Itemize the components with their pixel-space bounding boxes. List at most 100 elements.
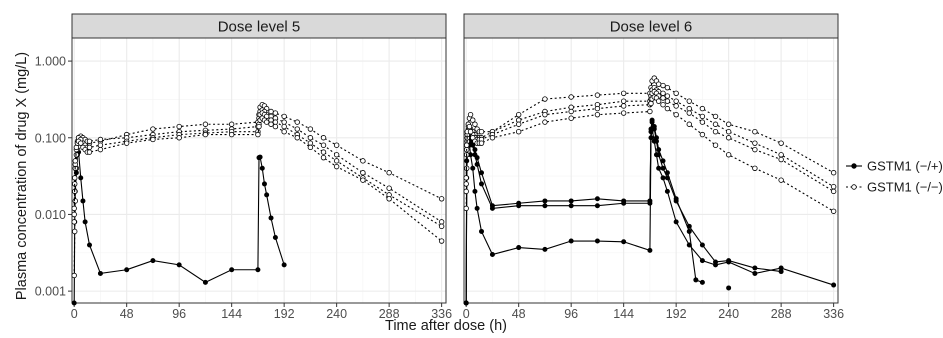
data-point bbox=[229, 267, 235, 273]
data-point bbox=[386, 185, 392, 191]
x-tick-label: 240 bbox=[718, 307, 739, 321]
data-point bbox=[664, 105, 671, 112]
y-tick-label: 0.010 bbox=[35, 208, 66, 222]
data-point bbox=[256, 123, 262, 130]
data-point bbox=[386, 170, 392, 176]
data-point bbox=[466, 123, 473, 130]
legend-label: GSTM1 (−/+) bbox=[867, 159, 943, 174]
x-tick-label: 288 bbox=[379, 307, 400, 321]
data-point bbox=[778, 177, 784, 183]
data-point bbox=[72, 158, 78, 164]
panel-2: Dose level 6 0 48 96 144 192 240 288 336 bbox=[463, 13, 844, 321]
data-point bbox=[478, 140, 485, 146]
data-point bbox=[386, 196, 392, 202]
data-point bbox=[725, 128, 732, 135]
data-point bbox=[87, 242, 93, 248]
data-point bbox=[673, 196, 679, 202]
data-point bbox=[542, 96, 548, 102]
data-point bbox=[686, 105, 692, 112]
data-point bbox=[71, 219, 77, 225]
x-tick-label: 0 bbox=[463, 307, 470, 321]
data-point bbox=[673, 98, 679, 104]
data-point bbox=[664, 170, 670, 176]
data-point bbox=[281, 123, 287, 130]
data-point bbox=[72, 228, 78, 235]
data-point bbox=[568, 198, 574, 204]
legend: GSTM1 (−/+) GSTM1 (−/−) bbox=[846, 159, 943, 195]
data-point bbox=[699, 113, 706, 120]
panel-border bbox=[71, 37, 447, 304]
data-point bbox=[294, 135, 300, 141]
data-point bbox=[264, 192, 270, 198]
data-point bbox=[333, 142, 340, 148]
data-point bbox=[176, 123, 182, 130]
data-point bbox=[255, 267, 261, 273]
data-point bbox=[516, 200, 522, 206]
data-point bbox=[712, 121, 719, 127]
data-point bbox=[463, 181, 469, 187]
data-point bbox=[97, 136, 104, 143]
data-point bbox=[124, 267, 130, 273]
data-point bbox=[202, 279, 208, 285]
data-point bbox=[647, 108, 653, 115]
data-point bbox=[594, 203, 600, 209]
data-point bbox=[259, 165, 265, 171]
panel-strip bbox=[71, 13, 447, 39]
data-point bbox=[86, 149, 93, 155]
data-point bbox=[438, 196, 445, 202]
data-point bbox=[713, 259, 719, 265]
x-tick-label: 96 bbox=[172, 307, 186, 321]
data-point bbox=[515, 121, 522, 127]
data-point bbox=[656, 147, 662, 153]
data-point bbox=[653, 135, 659, 141]
data-point bbox=[752, 270, 758, 276]
data-point bbox=[660, 90, 666, 96]
panel-title: Dose level 6 bbox=[610, 19, 693, 36]
data-point bbox=[686, 110, 692, 116]
data-point bbox=[752, 265, 758, 271]
data-point bbox=[438, 219, 445, 225]
data-point bbox=[620, 110, 627, 116]
data-point bbox=[830, 208, 837, 214]
data-point bbox=[463, 205, 469, 212]
data-point bbox=[263, 119, 270, 125]
data-point bbox=[621, 239, 627, 245]
data-point bbox=[515, 111, 522, 118]
series-gstm1-null bbox=[463, 94, 837, 214]
x-tick-label: 0 bbox=[71, 307, 78, 321]
series-line bbox=[465, 119, 703, 304]
data-point bbox=[752, 128, 758, 135]
data-point bbox=[463, 188, 469, 195]
data-point bbox=[699, 279, 705, 285]
data-point bbox=[673, 219, 679, 225]
x-axis-title: Time after dose (h) bbox=[385, 318, 507, 334]
panel-border bbox=[463, 37, 839, 304]
data-point bbox=[333, 158, 340, 164]
data-point bbox=[752, 140, 758, 146]
data-point bbox=[463, 300, 469, 306]
data-point bbox=[463, 175, 469, 181]
series-gstm1-carrier bbox=[726, 285, 732, 291]
data-point bbox=[830, 184, 837, 190]
data-point bbox=[778, 152, 784, 158]
data-point bbox=[621, 198, 627, 204]
data-point bbox=[307, 126, 314, 132]
data-point bbox=[97, 270, 103, 276]
data-point bbox=[648, 100, 654, 107]
data-point bbox=[71, 211, 77, 218]
data-point bbox=[72, 175, 78, 181]
series-gstm1-carrier bbox=[463, 117, 705, 306]
data-point bbox=[542, 246, 548, 252]
y-tick-label: 0.001 bbox=[35, 285, 66, 299]
x-tick-label: 144 bbox=[221, 307, 242, 321]
data-point bbox=[752, 165, 758, 171]
data-point bbox=[97, 142, 104, 148]
data-point bbox=[515, 128, 522, 135]
data-point bbox=[489, 252, 495, 258]
x-tick-label: 288 bbox=[771, 307, 792, 321]
y-axis-title: Plasma concentration of drug X (mg/L) bbox=[14, 52, 30, 300]
data-point bbox=[123, 140, 130, 146]
x-tick-label: 48 bbox=[512, 307, 526, 321]
data-point bbox=[686, 98, 692, 104]
data-point bbox=[651, 124, 657, 130]
